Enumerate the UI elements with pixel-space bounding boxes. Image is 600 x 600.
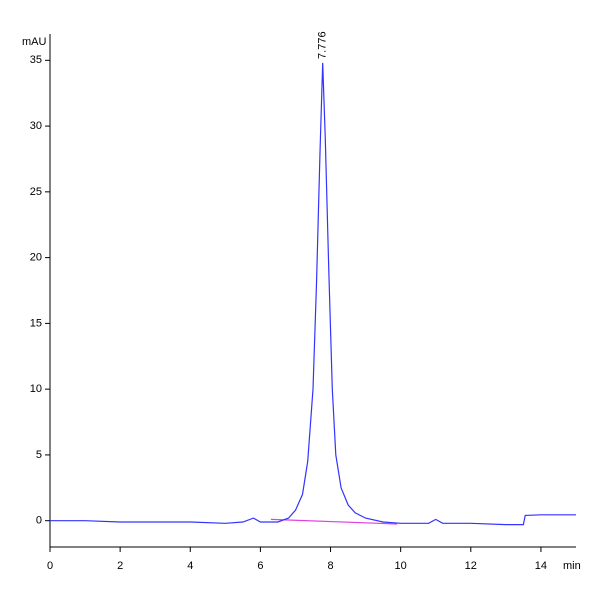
x-tick-label: 6 xyxy=(257,560,263,572)
y-tick-label: 5 xyxy=(36,449,42,461)
y-tick-label: 10 xyxy=(30,383,42,395)
x-tick-label: 2 xyxy=(117,560,123,572)
x-tick-label: 10 xyxy=(395,560,407,572)
x-tick-label: 4 xyxy=(187,560,193,572)
y-tick-label: 20 xyxy=(30,252,42,264)
x-tick-label: 0 xyxy=(47,560,53,572)
y-tick-label: 35 xyxy=(30,54,42,66)
x-axis-label: min xyxy=(563,560,581,572)
y-tick-label: 30 xyxy=(30,120,42,132)
y-tick-label: 15 xyxy=(30,317,42,329)
y-axis-label: mAU xyxy=(22,36,47,48)
x-tick-label: 12 xyxy=(465,560,477,572)
x-tick-label: 14 xyxy=(535,560,547,572)
signal-line xyxy=(50,62,576,526)
x-tick-label: 8 xyxy=(327,560,333,572)
y-tick-label: 0 xyxy=(36,515,42,527)
baseline xyxy=(270,518,398,525)
peak-label: 7.776 xyxy=(317,31,329,59)
y-tick-label: 25 xyxy=(30,186,42,198)
